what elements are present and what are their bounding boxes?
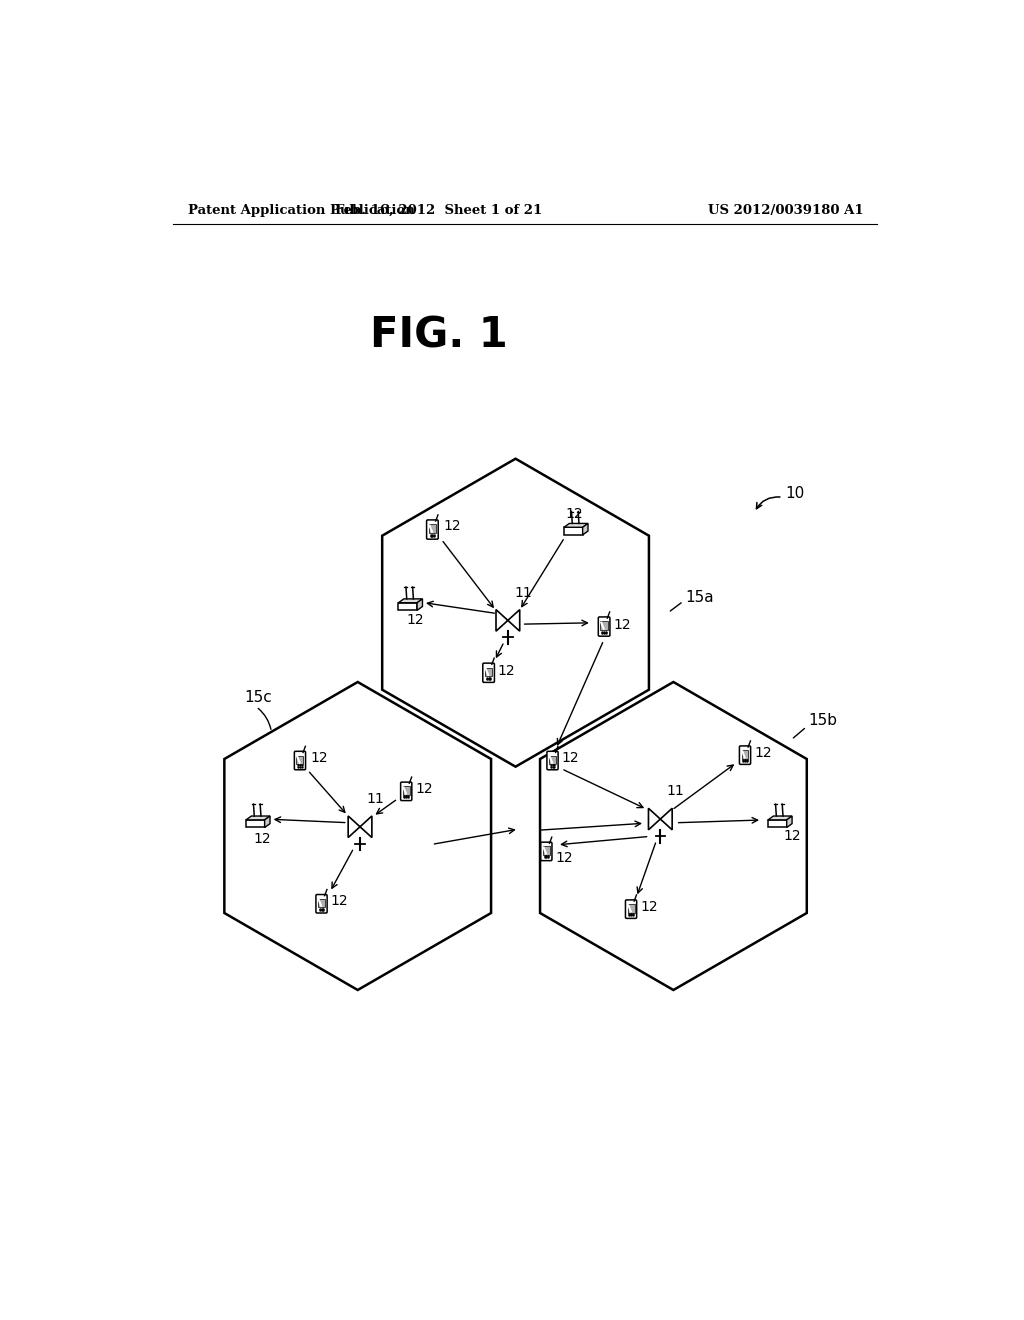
Polygon shape: [417, 599, 423, 610]
Polygon shape: [360, 816, 372, 837]
Bar: [429, 524, 436, 533]
Text: Feb. 16, 2012  Sheet 1 of 21: Feb. 16, 2012 Sheet 1 of 21: [335, 205, 542, 218]
Text: 12: 12: [254, 832, 271, 846]
FancyBboxPatch shape: [598, 616, 610, 636]
Bar: [485, 668, 493, 676]
Bar: [549, 755, 556, 764]
Text: 12: 12: [556, 850, 573, 865]
Polygon shape: [648, 808, 660, 830]
Text: 12: 12: [783, 829, 801, 843]
FancyBboxPatch shape: [541, 842, 552, 861]
Text: FIG. 1: FIG. 1: [370, 314, 508, 356]
Text: 12: 12: [755, 746, 772, 760]
Bar: [398, 603, 417, 610]
Polygon shape: [540, 682, 807, 990]
Text: 12: 12: [613, 618, 631, 632]
Text: 12: 12: [443, 520, 461, 533]
FancyBboxPatch shape: [547, 751, 558, 770]
FancyBboxPatch shape: [294, 751, 305, 770]
Text: 15c: 15c: [245, 690, 272, 705]
Bar: [543, 846, 550, 855]
Text: 12: 12: [565, 507, 584, 521]
Polygon shape: [508, 610, 520, 631]
Polygon shape: [496, 610, 508, 631]
FancyBboxPatch shape: [482, 663, 495, 682]
FancyBboxPatch shape: [316, 895, 327, 913]
FancyBboxPatch shape: [400, 781, 412, 800]
FancyBboxPatch shape: [427, 520, 438, 539]
Text: Patent Application Publication: Patent Application Publication: [188, 205, 415, 218]
Text: 11: 11: [667, 784, 684, 799]
Bar: [297, 755, 303, 764]
Bar: [600, 622, 607, 630]
Text: US 2012/0039180 A1: US 2012/0039180 A1: [708, 205, 863, 218]
Text: 11: 11: [367, 792, 384, 807]
Bar: [318, 899, 325, 907]
Text: 10: 10: [785, 486, 804, 500]
Bar: [741, 750, 749, 759]
Text: 15b: 15b: [808, 713, 838, 729]
Text: 12: 12: [562, 751, 580, 766]
Text: 15a: 15a: [685, 590, 714, 605]
Bar: [246, 820, 264, 828]
Text: 12: 12: [416, 781, 433, 796]
Polygon shape: [246, 816, 270, 820]
Polygon shape: [768, 816, 793, 820]
Bar: [628, 904, 635, 912]
Text: 12: 12: [498, 664, 515, 678]
Bar: [564, 527, 583, 535]
Text: 12: 12: [640, 900, 658, 913]
Text: 11: 11: [514, 586, 531, 599]
Polygon shape: [224, 682, 492, 990]
Polygon shape: [348, 816, 360, 837]
Polygon shape: [583, 524, 588, 535]
Polygon shape: [382, 459, 649, 767]
Polygon shape: [264, 816, 270, 828]
Polygon shape: [660, 808, 672, 830]
Bar: [768, 820, 786, 828]
FancyBboxPatch shape: [739, 746, 751, 764]
Polygon shape: [398, 599, 423, 603]
Text: 12: 12: [331, 895, 348, 908]
Text: 12: 12: [310, 751, 328, 766]
Polygon shape: [786, 816, 793, 828]
Polygon shape: [564, 524, 588, 527]
Bar: [402, 787, 410, 795]
Text: 12: 12: [407, 614, 424, 627]
FancyBboxPatch shape: [626, 900, 637, 919]
